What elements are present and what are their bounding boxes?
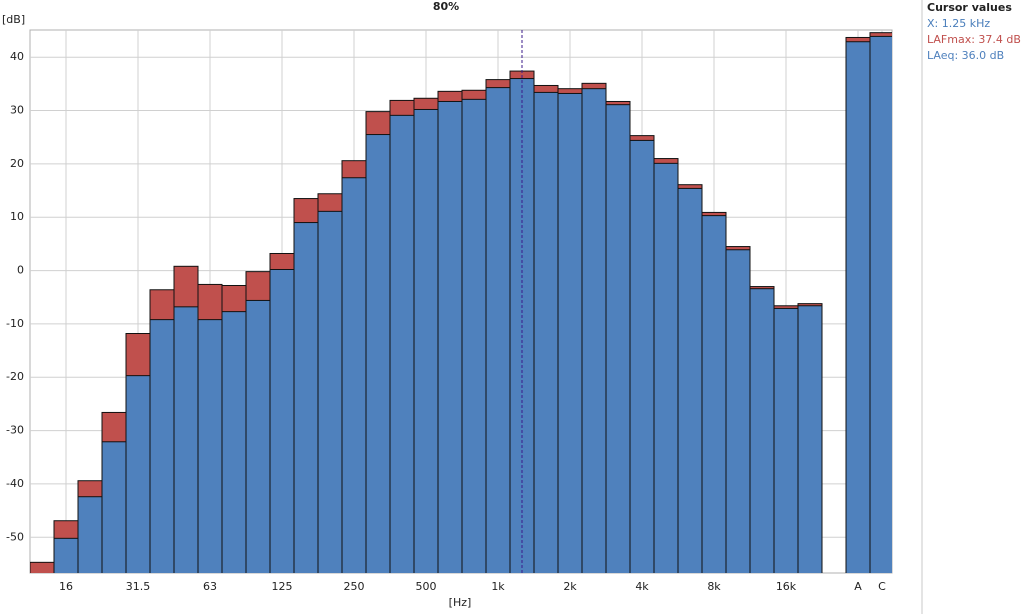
x-tick-label: 125 bbox=[272, 580, 293, 593]
bar bbox=[533, 91, 559, 573]
bar bbox=[269, 268, 295, 573]
x-axis-label: [Hz] bbox=[449, 596, 472, 609]
y-axis-label: [dB] bbox=[2, 13, 25, 26]
bar bbox=[437, 100, 463, 573]
bar bbox=[245, 299, 271, 573]
y-tick-label: 10 bbox=[10, 210, 24, 223]
cursor-panel: X: 1.25 kHz LAFmax: 37.4 dB LAeq: 36.0 dB bbox=[927, 17, 1021, 62]
bar bbox=[581, 88, 607, 573]
bar bbox=[221, 311, 247, 573]
bar bbox=[293, 222, 319, 573]
y-tick-label: 20 bbox=[10, 157, 24, 170]
bars bbox=[30, 30, 892, 573]
bar bbox=[869, 35, 892, 573]
y-tick-label: -40 bbox=[6, 477, 24, 490]
y-tick-label: -20 bbox=[6, 370, 24, 383]
x-tick-label: C bbox=[878, 580, 886, 593]
x-tick-label: 8k bbox=[707, 580, 721, 593]
x-tick-label: 4k bbox=[635, 580, 649, 593]
cursor-value: X: 1.25 kHz bbox=[927, 17, 990, 30]
bar bbox=[773, 307, 799, 573]
x-tick-label: 2k bbox=[563, 580, 577, 593]
x-tick-label: 63 bbox=[203, 580, 217, 593]
y-tick-label: 30 bbox=[10, 104, 24, 117]
bar bbox=[101, 441, 127, 573]
bar bbox=[53, 537, 79, 573]
x-tick-label: A bbox=[854, 580, 862, 593]
y-tick-label: -50 bbox=[6, 530, 24, 543]
y-tick-label: 0 bbox=[17, 264, 24, 277]
bar bbox=[797, 305, 823, 573]
bar bbox=[653, 162, 679, 573]
bar bbox=[125, 375, 151, 573]
bar bbox=[605, 104, 631, 573]
bar bbox=[413, 108, 439, 573]
y-tick-label: -10 bbox=[6, 317, 24, 330]
x-tick-label: 16k bbox=[776, 580, 797, 593]
bar bbox=[725, 249, 751, 573]
bar bbox=[365, 134, 391, 573]
y-tick-label: 40 bbox=[10, 50, 24, 63]
x-tick-label: 250 bbox=[344, 580, 365, 593]
x-tick-label: 1k bbox=[491, 580, 505, 593]
bar bbox=[629, 139, 655, 573]
chart-title: 80% bbox=[433, 0, 459, 13]
x-tick-label: 500 bbox=[416, 580, 437, 593]
bar bbox=[461, 98, 487, 573]
bar bbox=[341, 177, 367, 573]
x-tick-label: 16 bbox=[59, 580, 73, 593]
bar bbox=[173, 306, 199, 573]
y-tick-label: -30 bbox=[6, 424, 24, 437]
bar bbox=[77, 496, 103, 573]
cursor-value: LAFmax: 37.4 dB bbox=[927, 33, 1021, 46]
bar bbox=[149, 319, 175, 573]
bar bbox=[485, 87, 511, 573]
bar bbox=[845, 41, 871, 573]
bar bbox=[509, 78, 535, 573]
bar bbox=[749, 288, 775, 573]
bar bbox=[197, 319, 223, 573]
bar bbox=[677, 187, 703, 573]
bar bbox=[389, 114, 415, 573]
bar bbox=[557, 92, 583, 573]
bar bbox=[317, 210, 343, 573]
bar bbox=[30, 561, 55, 573]
bar bbox=[701, 215, 727, 573]
cursor-panel-title: Cursor values bbox=[927, 1, 1012, 14]
labels: -50 -40 -30 -20 -10 0 10 20 30 40 16 31.5 63 125 250 50… bbox=[6, 50, 886, 593]
cursor-value: LAeq: 36.0 dB bbox=[927, 49, 1004, 62]
x-tick-label: 31.5 bbox=[126, 580, 151, 593]
